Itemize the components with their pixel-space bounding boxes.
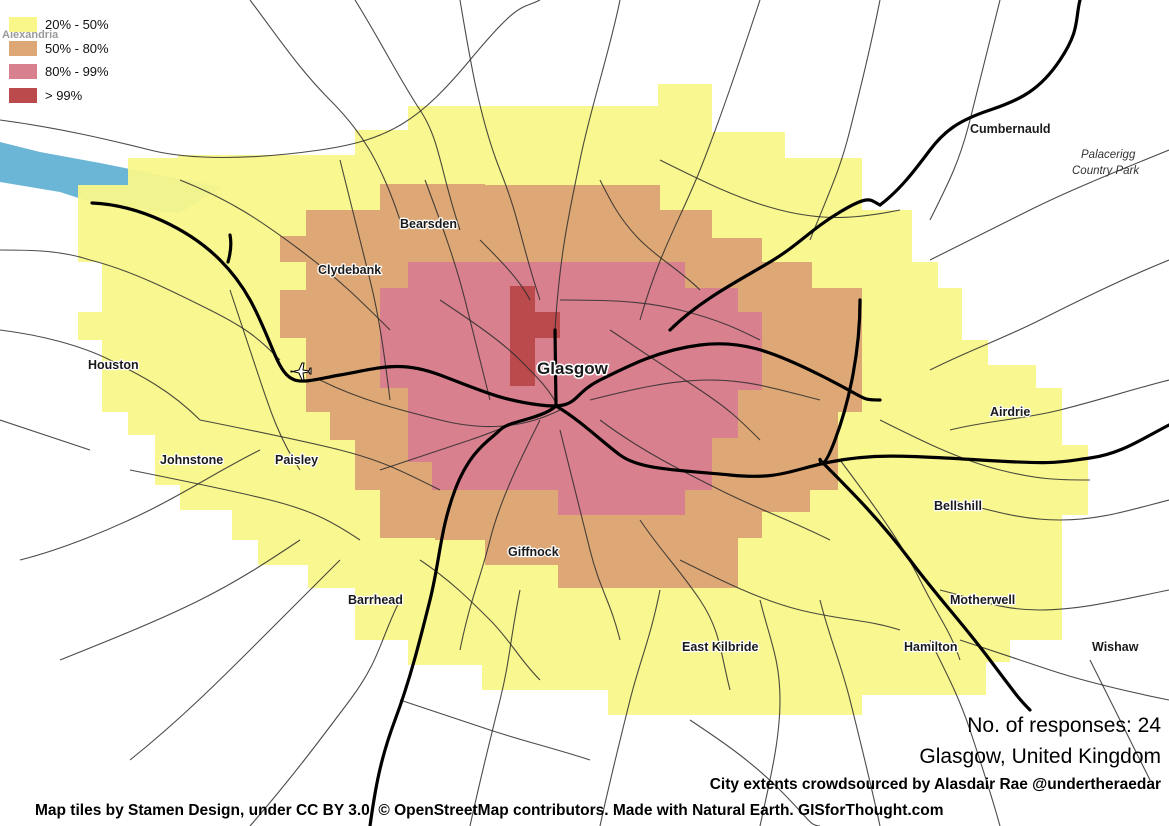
crowdsource-credit: City extents crowdsourced by Alasdair Ra…	[709, 776, 1161, 793]
label-cumbernauld: Cumbernauld	[970, 122, 1051, 136]
legend-item-80-99: 80% - 99%	[9, 60, 109, 84]
city-name: Glasgow, United Kingdom	[919, 745, 1161, 768]
label-paisley: Paisley	[275, 453, 318, 467]
legend-swatch	[9, 17, 37, 33]
label-bellshill: Bellshill	[934, 499, 982, 513]
place-labels: Alexandria Glasgow Cumbernauld Palacerig…	[1, 28, 1141, 656]
legend-label: 20% - 50%	[45, 17, 109, 33]
label-wishaw: Wishaw	[1092, 640, 1139, 654]
label-bearsden: Bearsden	[400, 217, 457, 231]
response-count: No. of responses: 24	[967, 714, 1161, 737]
label-palacerigg: Palacerigg	[1081, 149, 1136, 161]
legend-label: 50% - 80%	[45, 40, 109, 56]
legend-item-over-99: > 99%	[9, 84, 109, 108]
motorways	[90, 0, 1169, 826]
legend-label: 80% - 99%	[45, 64, 109, 80]
label-houston: Houston	[88, 358, 139, 372]
legend-swatch	[9, 64, 37, 80]
label-clydebank: Clydebank	[318, 263, 381, 277]
label-country-park: Country Park	[1072, 165, 1140, 177]
label-johnstone: Johnstone	[160, 453, 223, 467]
label-motherwell: Motherwell	[950, 593, 1015, 607]
legend-label: > 99%	[45, 87, 83, 103]
label-hamilton: Hamilton	[904, 640, 957, 654]
airport-plane-icon	[290, 362, 312, 381]
zone-over-99	[510, 286, 560, 386]
legend-swatch	[9, 40, 37, 56]
label-barrhead: Barrhead	[348, 593, 403, 607]
attribution: Map tiles by Stamen Design, under CC BY …	[35, 802, 944, 819]
label-east-kilbride: East Kilbride	[682, 640, 758, 654]
label-giffnock: Giffnock	[508, 545, 559, 559]
map-legend: 20% - 50% 50% - 80% 80% - 99% > 99%	[9, 13, 109, 107]
label-airdrie: Airdrie	[990, 405, 1030, 419]
legend-item-20-50: 20% - 50%	[9, 13, 109, 37]
legend-swatch	[9, 87, 37, 103]
legend-item-50-80: 50% - 80%	[9, 37, 109, 61]
label-glasgow: Glasgow	[537, 359, 609, 378]
